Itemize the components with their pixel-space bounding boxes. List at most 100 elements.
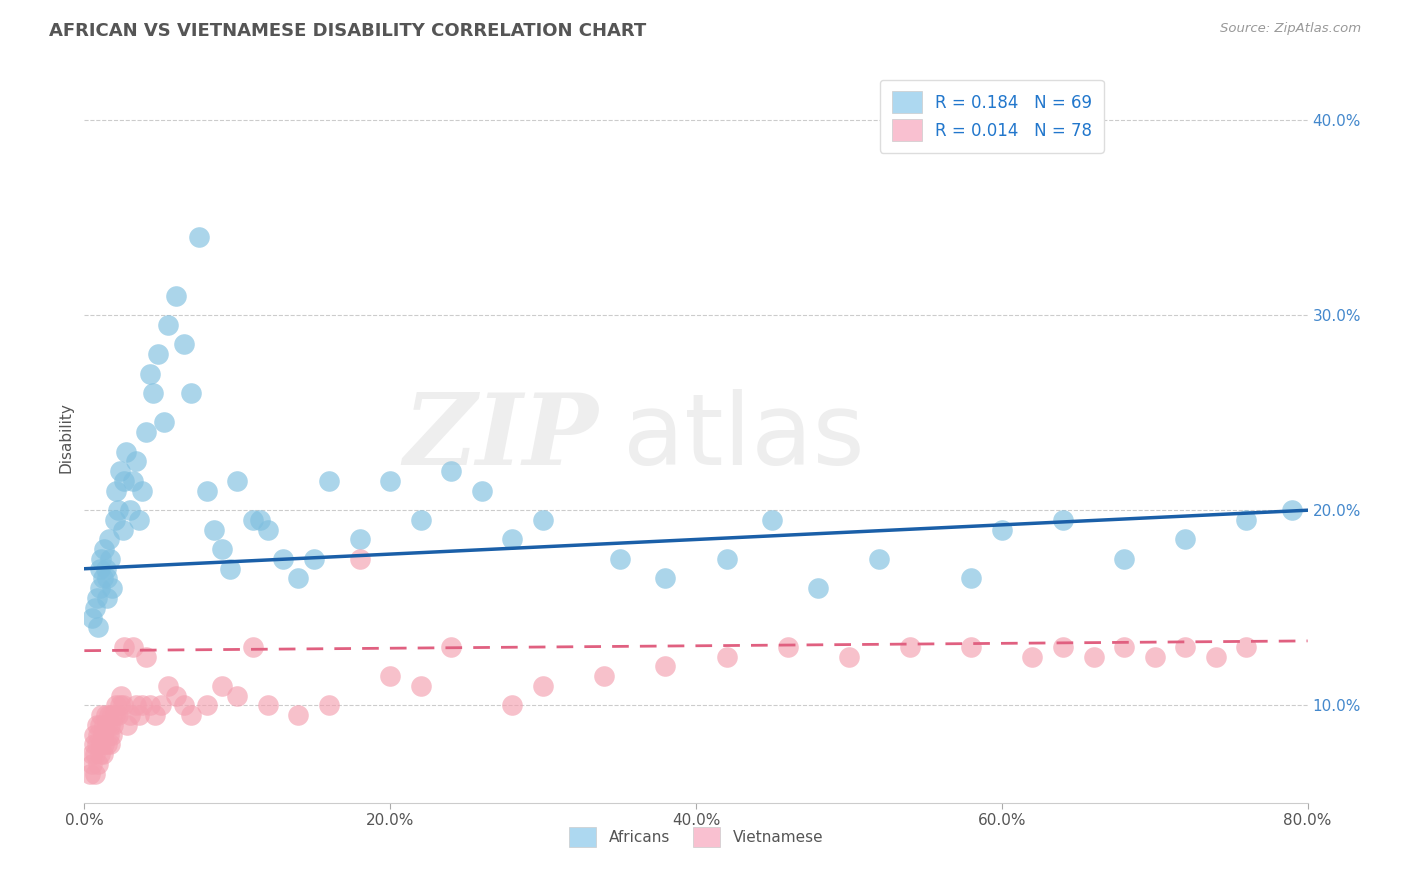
Point — [531, 513, 554, 527]
Point — [89, 747, 111, 761]
Point — [83, 727, 105, 741]
Point — [211, 542, 233, 557]
Point — [105, 698, 128, 713]
Point — [86, 718, 108, 732]
Point — [135, 425, 157, 440]
Point — [807, 581, 830, 595]
Point — [157, 318, 180, 332]
Point — [1281, 503, 1303, 517]
Point — [125, 454, 148, 468]
Point — [180, 386, 202, 401]
Point — [1114, 640, 1136, 654]
Point — [440, 464, 463, 478]
Point — [93, 542, 115, 557]
Point — [1236, 640, 1258, 654]
Point — [153, 416, 176, 430]
Point — [128, 513, 150, 527]
Point — [157, 679, 180, 693]
Point — [960, 640, 983, 654]
Point — [90, 737, 112, 751]
Point — [1052, 640, 1074, 654]
Text: ZIP: ZIP — [404, 389, 598, 485]
Point — [249, 513, 271, 527]
Point — [97, 533, 120, 547]
Point — [89, 718, 111, 732]
Point — [143, 708, 166, 723]
Point — [838, 649, 860, 664]
Point — [654, 572, 676, 586]
Text: atlas: atlas — [623, 389, 865, 485]
Point — [96, 718, 118, 732]
Point — [84, 747, 107, 761]
Point — [593, 669, 616, 683]
Point — [104, 513, 127, 527]
Point — [80, 756, 103, 771]
Point — [349, 533, 371, 547]
Point — [120, 708, 142, 723]
Point — [131, 483, 153, 498]
Point — [1021, 649, 1043, 664]
Point — [195, 698, 218, 713]
Point — [1083, 649, 1105, 664]
Point — [128, 708, 150, 723]
Point — [409, 679, 432, 693]
Point — [173, 698, 195, 713]
Point — [114, 444, 136, 458]
Point — [98, 718, 121, 732]
Point — [226, 474, 249, 488]
Point — [716, 649, 738, 664]
Point — [90, 708, 112, 723]
Point — [1143, 649, 1166, 664]
Point — [960, 572, 983, 586]
Point — [122, 640, 145, 654]
Point — [97, 727, 120, 741]
Point — [142, 386, 165, 401]
Point — [226, 689, 249, 703]
Point — [898, 640, 921, 654]
Point — [101, 727, 124, 741]
Point — [97, 708, 120, 723]
Point — [1114, 552, 1136, 566]
Point — [287, 572, 309, 586]
Point — [83, 737, 105, 751]
Point — [654, 659, 676, 673]
Point — [991, 523, 1014, 537]
Point — [98, 552, 121, 566]
Point — [90, 552, 112, 566]
Point — [93, 718, 115, 732]
Point — [302, 552, 325, 566]
Point — [188, 230, 211, 244]
Point — [112, 640, 135, 654]
Point — [87, 727, 110, 741]
Point — [380, 669, 402, 683]
Point — [349, 552, 371, 566]
Point — [108, 464, 131, 478]
Point — [318, 474, 340, 488]
Point — [112, 474, 135, 488]
Point — [111, 698, 134, 713]
Point — [165, 288, 187, 302]
Point — [716, 552, 738, 566]
Point — [380, 474, 402, 488]
Point — [271, 552, 294, 566]
Point — [1052, 513, 1074, 527]
Point — [101, 581, 124, 595]
Point — [609, 552, 631, 566]
Point — [502, 698, 524, 713]
Point — [89, 581, 111, 595]
Point — [440, 640, 463, 654]
Point — [1174, 533, 1197, 547]
Point — [89, 562, 111, 576]
Point — [91, 747, 114, 761]
Point — [135, 649, 157, 664]
Point — [94, 562, 117, 576]
Point — [91, 727, 114, 741]
Point — [105, 483, 128, 498]
Point — [80, 610, 103, 624]
Point — [139, 698, 162, 713]
Point — [531, 679, 554, 693]
Point — [287, 708, 309, 723]
Point — [107, 503, 129, 517]
Point — [122, 474, 145, 488]
Point — [257, 698, 280, 713]
